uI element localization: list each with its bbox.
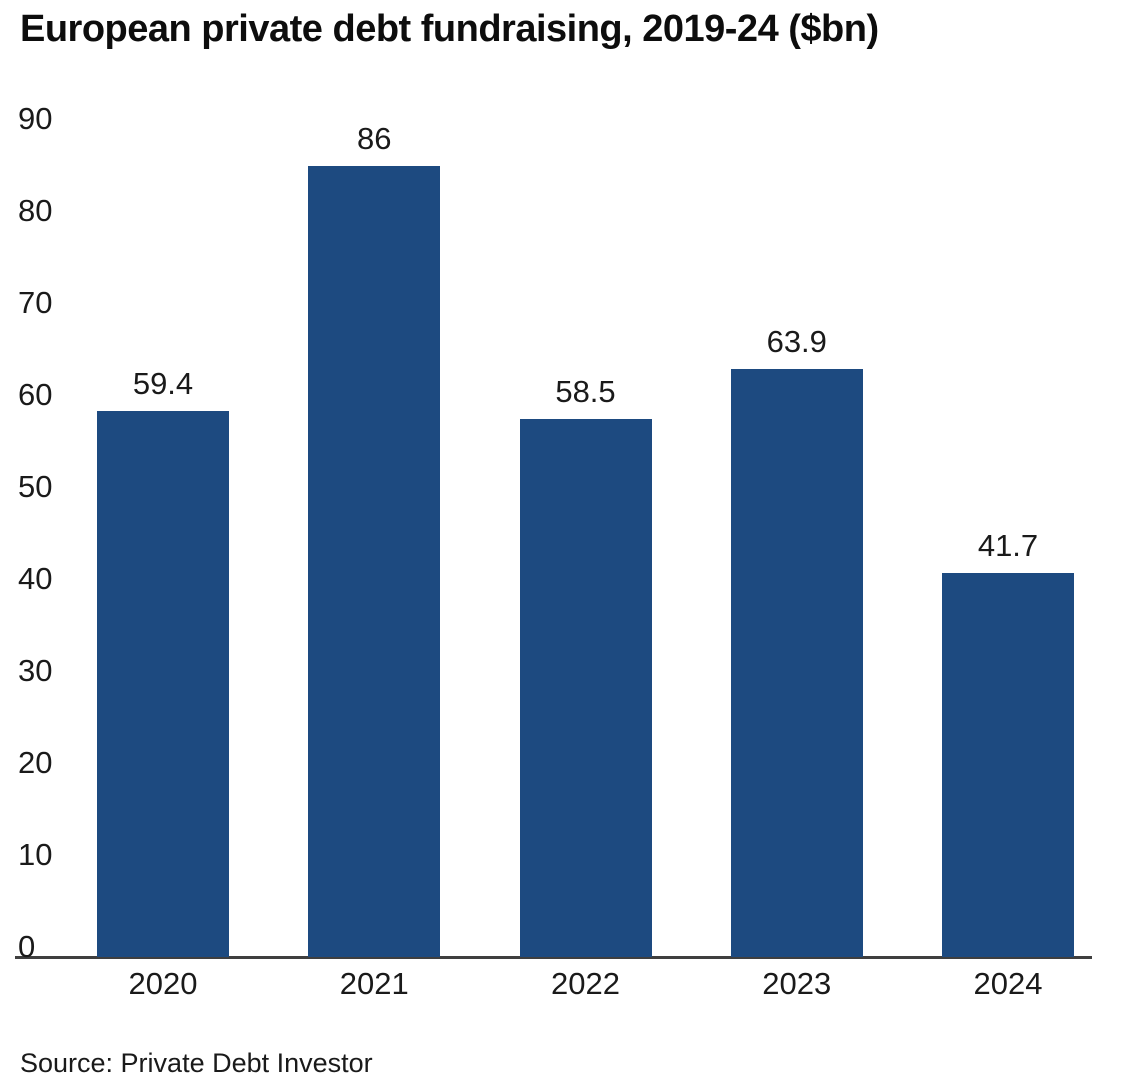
- y-axis-tick-label-90: 90: [18, 101, 53, 136]
- page-title: European private debt fundraising, 2019-…: [20, 8, 879, 50]
- x-axis-tick-label-2020: 2020: [128, 966, 198, 1001]
- y-axis-tick-label-60: 60: [18, 377, 53, 412]
- y-axis-tick-label-40: 40: [18, 561, 53, 596]
- x-axis-tick-label-2022: 2022: [551, 966, 620, 1001]
- x-axis-tick-label-2024: 2024: [973, 966, 1043, 1001]
- y-axis-tick-label-70: 70: [18, 285, 53, 320]
- bar-value-label-2021: 86: [357, 120, 392, 156]
- y-axis-tick-label-0: 0: [18, 929, 36, 964]
- y-axis-tick-label-20: 20: [18, 745, 53, 780]
- bar-value-label-2024: 41.7: [977, 528, 1039, 564]
- y-axis-tick-label-10: 10: [18, 837, 53, 872]
- source-note: Source: Private Debt Investor: [20, 1048, 373, 1078]
- bar-2022: [519, 418, 652, 957]
- bar-2021: [308, 165, 441, 957]
- bar-value-label-2023: 63.9: [766, 324, 827, 360]
- x-axis-tick-label-2023: 2023: [762, 966, 832, 1001]
- x-axis-line: [15, 956, 1092, 959]
- bar-2023: [730, 369, 863, 957]
- bar-value-label-2020: 59.4: [132, 365, 194, 401]
- y-axis-tick-label-50: 50: [18, 469, 53, 504]
- y-axis-tick-label-80: 80: [18, 193, 53, 228]
- bar-2020: [97, 410, 229, 957]
- bar-2024: [942, 573, 1074, 957]
- y-axis-tick-label-30: 30: [18, 653, 53, 688]
- bar-value-label-2022: 58.5: [555, 373, 616, 409]
- x-axis-tick-label-2021: 2021: [339, 966, 409, 1001]
